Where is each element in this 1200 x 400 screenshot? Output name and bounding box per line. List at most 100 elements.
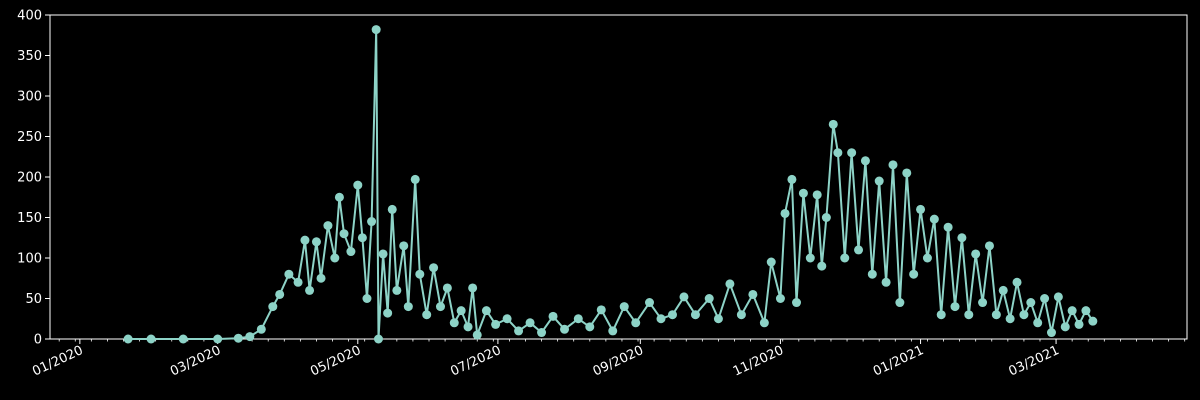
data-point <box>817 261 827 271</box>
x-tick-label: 03/2020 <box>168 343 223 379</box>
data-point <box>585 322 595 332</box>
data-point <box>245 332 255 342</box>
data-point <box>713 314 723 324</box>
data-point <box>346 247 356 257</box>
data-point <box>491 319 501 329</box>
series-line <box>128 28 1094 340</box>
data-point <box>667 310 677 320</box>
data-point <box>334 192 344 202</box>
data-point <box>373 334 383 344</box>
data-point <box>998 285 1008 295</box>
series-layer <box>123 25 1098 344</box>
data-point <box>1040 294 1050 303</box>
y-tick-label: 100 <box>17 252 42 267</box>
data-point <box>828 119 838 129</box>
y-tick-label: 150 <box>17 211 42 226</box>
data-point <box>936 310 946 320</box>
data-point <box>881 277 891 287</box>
data-point <box>759 318 769 328</box>
data-point <box>874 176 884 186</box>
data-point <box>472 330 482 340</box>
data-point <box>422 310 432 320</box>
data-point <box>387 204 397 214</box>
data-point <box>275 289 285 299</box>
data-point <box>514 326 524 336</box>
y-tick-label: 250 <box>17 130 42 145</box>
x-tick-label: 01/2020 <box>30 343 85 379</box>
data-point <box>573 314 583 324</box>
y-axis: 0 50 100 150 200 250 300 350 400 <box>17 9 50 348</box>
data-point <box>178 334 188 344</box>
y-tick-label: 350 <box>17 49 42 64</box>
y-tick-label: 300 <box>17 90 42 105</box>
x-tick-label: 01/2021 <box>871 343 926 379</box>
data-point <box>798 188 808 198</box>
data-point <box>1019 310 1029 320</box>
data-point <box>525 318 535 328</box>
data-point <box>442 283 452 293</box>
data-point <box>821 213 831 222</box>
data-point <box>888 160 898 170</box>
x-tick-label: 03/2021 <box>1006 343 1061 379</box>
data-point <box>964 310 974 320</box>
data-point <box>950 302 960 312</box>
data-point <box>775 294 785 303</box>
data-point <box>780 208 790 218</box>
data-point <box>984 241 994 251</box>
data-point <box>300 235 310 245</box>
data-point <box>1005 314 1015 324</box>
data-point <box>468 283 478 293</box>
data-point <box>146 334 156 344</box>
data-point <box>902 168 912 178</box>
data-point <box>1026 298 1036 308</box>
x-tick-label: 11/2020 <box>731 343 786 379</box>
data-point <box>840 253 850 263</box>
data-point <box>943 222 953 232</box>
data-point <box>860 156 870 166</box>
data-point <box>812 190 822 200</box>
data-point <box>449 318 459 328</box>
data-point <box>560 324 570 334</box>
data-point <box>978 298 988 308</box>
data-point <box>847 148 857 158</box>
data-point <box>463 322 473 332</box>
data-point <box>429 263 439 273</box>
data-point <box>690 310 700 320</box>
data-point <box>367 217 377 227</box>
data-point <box>596 305 606 315</box>
data-point <box>1067 306 1077 316</box>
data-point <box>645 298 655 308</box>
data-point <box>1088 316 1098 326</box>
data-point <box>1046 328 1056 338</box>
data-point <box>399 241 409 251</box>
data-point <box>1033 318 1043 328</box>
data-point <box>929 214 939 224</box>
data-point <box>1081 306 1091 316</box>
data-point <box>619 302 629 312</box>
data-point <box>123 334 133 344</box>
data-point <box>922 253 932 263</box>
x-tick-label: 05/2020 <box>308 343 363 379</box>
data-point <box>392 285 402 295</box>
data-point <box>1012 277 1022 287</box>
data-point <box>362 294 372 303</box>
data-point <box>284 269 294 279</box>
data-point <box>305 285 315 295</box>
data-point <box>371 25 381 35</box>
data-point <box>293 277 303 287</box>
y-tick-label: 200 <box>17 171 42 186</box>
data-point <box>383 308 393 318</box>
data-point <box>378 249 388 259</box>
data-point <box>537 328 547 338</box>
data-point <box>631 318 641 328</box>
data-point <box>916 204 926 214</box>
data-point <box>736 310 746 320</box>
data-point <box>867 269 877 279</box>
data-point <box>233 333 243 343</box>
data-point <box>316 273 326 283</box>
data-point <box>805 253 815 263</box>
data-point <box>403 302 413 312</box>
data-point <box>256 324 266 334</box>
data-point <box>792 298 802 308</box>
